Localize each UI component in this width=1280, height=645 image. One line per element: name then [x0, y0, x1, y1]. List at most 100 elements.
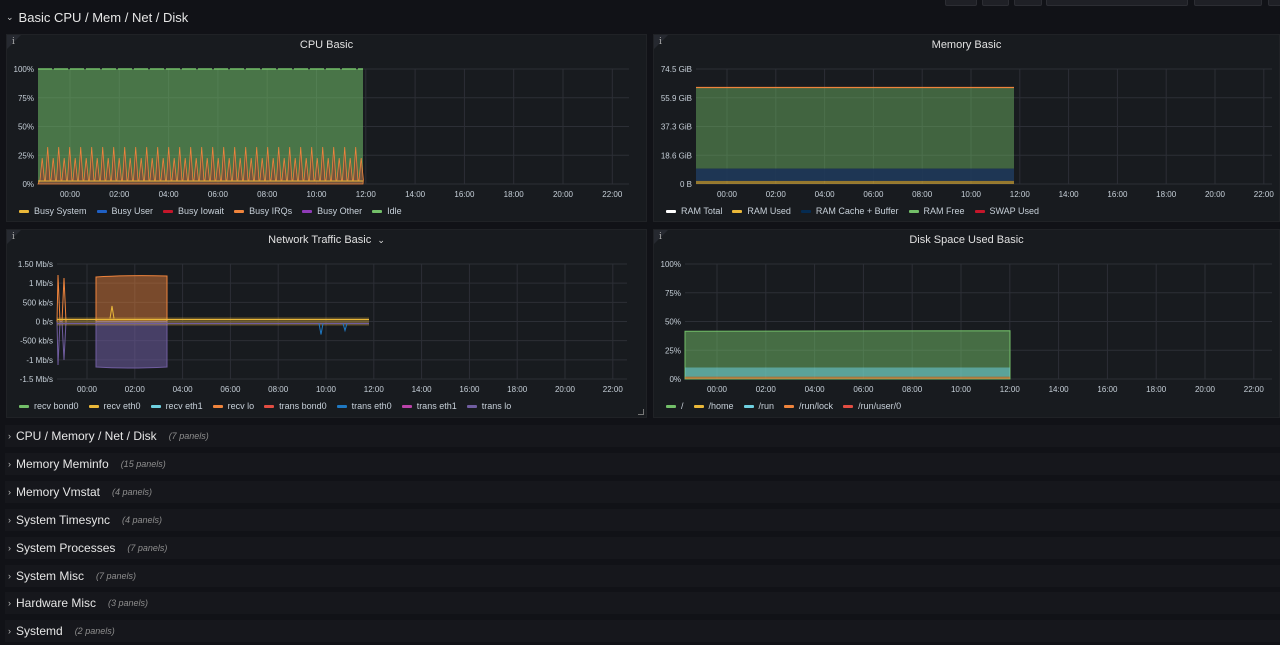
- info-icon[interactable]: i: [659, 37, 662, 47]
- chevron-down-icon[interactable]: ⌄: [377, 235, 385, 245]
- legend-item[interactable]: recv eth1: [150, 401, 203, 411]
- legend-item[interactable]: recv lo: [212, 401, 254, 411]
- legend-item[interactable]: Busy Other: [302, 206, 362, 216]
- collapsed-row[interactable]: › System Processes (7 panels): [5, 536, 1280, 559]
- y-tick-label: 25%: [18, 151, 34, 160]
- collapsed-row[interactable]: › System Timesync (4 panels): [5, 508, 1280, 531]
- legend-item[interactable]: recv eth0: [88, 401, 141, 411]
- y-tick-label: 1 Mb/s: [29, 279, 53, 288]
- legend-item[interactable]: RAM Total: [666, 206, 722, 216]
- row-panel-count: (7 panels): [168, 431, 209, 441]
- x-tick-label: 18:00: [1156, 190, 1177, 199]
- legend-item[interactable]: /run: [743, 401, 774, 411]
- legend: recv bond0 recv eth0 recv eth1 recv lo trans…: [19, 401, 511, 411]
- row-title: Memory Vmstat: [16, 484, 101, 499]
- legend-item[interactable]: /: [666, 401, 684, 411]
- chevron-right-icon: ›: [8, 598, 11, 609]
- legend-item[interactable]: Busy Iowait: [163, 206, 224, 216]
- refresh-button[interactable]: [1194, 0, 1262, 6]
- legend-item[interactable]: Busy System: [19, 206, 87, 216]
- legend-item[interactable]: Busy IRQs: [234, 206, 292, 216]
- panel-memory-basic[interactable]: i Memory Basic 74.5 GiB 55.9 GiB 37.3 GiB 1…: [653, 34, 1280, 222]
- legend-item[interactable]: /run/user/0: [843, 401, 901, 411]
- info-icon[interactable]: i: [659, 232, 662, 242]
- legend-item[interactable]: trans eth0: [336, 401, 392, 411]
- toolbar-button[interactable]: [1014, 0, 1042, 6]
- panel-title[interactable]: Network Traffic Basic ⌄: [7, 234, 646, 246]
- recv-lo-area: [95, 275, 168, 322]
- legend-item[interactable]: trans eth1: [401, 401, 457, 411]
- row-panel-count: (2 panels): [74, 626, 115, 637]
- legend-swatch: [88, 404, 99, 408]
- legend-swatch: [264, 404, 275, 408]
- legend-item[interactable]: RAM Used: [732, 206, 791, 216]
- legend-item[interactable]: RAM Free: [908, 206, 965, 216]
- x-tick-label: 08:00: [257, 190, 278, 199]
- info-icon[interactable]: i: [12, 37, 15, 47]
- x-tick-label: 20:00: [555, 385, 576, 394]
- y-tick-label: -1.5 Mb/s: [20, 375, 53, 384]
- legend-swatch: [732, 209, 743, 213]
- legend-item[interactable]: Busy User: [96, 206, 154, 216]
- legend-item[interactable]: RAM Cache + Buffer: [800, 206, 899, 216]
- legend-item[interactable]: Idle: [372, 206, 402, 216]
- legend-item[interactable]: trans bond0: [264, 401, 327, 411]
- legend-item[interactable]: /run/lock: [784, 401, 833, 411]
- legend-label: trans eth1: [416, 401, 457, 411]
- legend-label: Busy User: [111, 206, 154, 216]
- legend-item[interactable]: recv bond0: [19, 401, 79, 411]
- legend-item[interactable]: /home: [693, 401, 734, 411]
- toolbar-button[interactable]: [1268, 0, 1280, 6]
- x-tick-label: 18:00: [507, 385, 528, 394]
- x-tick-label: 10:00: [951, 385, 972, 394]
- row-title: Basic CPU / Mem / Net / Disk: [18, 10, 189, 25]
- legend-label: recv eth1: [165, 401, 203, 411]
- row-panel-count: (4 panels): [112, 486, 153, 497]
- panel-title[interactable]: CPU Basic: [299, 39, 354, 51]
- legend-swatch: [150, 404, 161, 408]
- legend-swatch: [212, 404, 223, 408]
- chevron-down-icon: ⌄: [6, 12, 14, 22]
- legend-item[interactable]: SWAP Used: [974, 206, 1039, 216]
- panel-cpu-basic[interactable]: i CPU Basic 100% 75% 50% 25% 0% 00:00 02:00 04:…: [6, 34, 647, 222]
- x-tick-label: 02:00: [756, 385, 777, 394]
- legend-item[interactable]: trans lo: [466, 401, 511, 411]
- panel-corner: [7, 230, 21, 244]
- collapsed-row[interactable]: › Hardware Misc (3 panels): [5, 592, 1280, 615]
- info-icon[interactable]: i: [12, 232, 15, 242]
- resize-handle[interactable]: [638, 409, 644, 415]
- toolbar-button[interactable]: [982, 0, 1009, 6]
- time-range-picker[interactable]: [1046, 0, 1188, 6]
- collapsed-row[interactable]: › Memory Vmstat (4 panels): [5, 480, 1280, 503]
- collapsed-row[interactable]: › System Misc (7 panels): [5, 564, 1280, 587]
- row-basic-cpu-mem-net-disk[interactable]: ⌄ Basic CPU / Mem / Net / Disk: [6, 10, 188, 25]
- memory-chart: 74.5 GiB 55.9 GiB 37.3 GiB 18.6 GiB 0 B 00:00…: [661, 65, 1274, 199]
- x-tick-label: 16:00: [1107, 190, 1128, 199]
- chevron-right-icon: ›: [8, 458, 11, 469]
- collapsed-row[interactable]: › Systemd (2 panels): [5, 620, 1280, 643]
- panel-disk-space-used-basic[interactable]: i Disk Space Used Basic 100% 75% 50% 25% 0% 0…: [653, 229, 1280, 418]
- toolbar-button[interactable]: [945, 0, 977, 6]
- legend-label: recv bond0: [34, 401, 79, 411]
- recv-eth0-band: [57, 317, 369, 326]
- x-tick-label: 20:00: [553, 190, 574, 199]
- x-tick-label: 14:00: [1059, 190, 1080, 199]
- collapsed-row[interactable]: › Memory Meminfo (15 panels): [5, 452, 1280, 475]
- panel-network-traffic-basic[interactable]: i Network Traffic Basic ⌄ 1.50 Mb/s 1 Mb/…: [6, 229, 647, 418]
- y-tick-label: -1 Mb/s: [26, 356, 53, 365]
- row-panel-count: (15 panels): [120, 458, 166, 469]
- legend-label: /: [681, 401, 684, 411]
- collapsed-row[interactable]: › CPU / Memory / Net / Disk (7 panels): [5, 425, 1280, 447]
- x-tick-label: 02:00: [109, 190, 130, 199]
- x-tick-label: 08:00: [902, 385, 923, 394]
- legend-swatch: [163, 209, 174, 213]
- legend-label: Busy IRQs: [249, 206, 293, 216]
- disk-chart: 100% 75% 50% 25% 0% 00:00 02:00 04:00 06:00 08:00…: [661, 260, 1272, 394]
- panel-title[interactable]: Memory Basic: [931, 39, 1002, 51]
- panel-title[interactable]: Disk Space Used Basic: [909, 234, 1024, 246]
- y-tick-label: -500 kb/s: [20, 337, 53, 346]
- legend-label: Busy Other: [317, 206, 363, 216]
- y-tick-label: 74.5 GiB: [661, 65, 692, 74]
- legend-label: trans bond0: [279, 401, 327, 411]
- row-panel-count: (7 panels): [127, 542, 168, 553]
